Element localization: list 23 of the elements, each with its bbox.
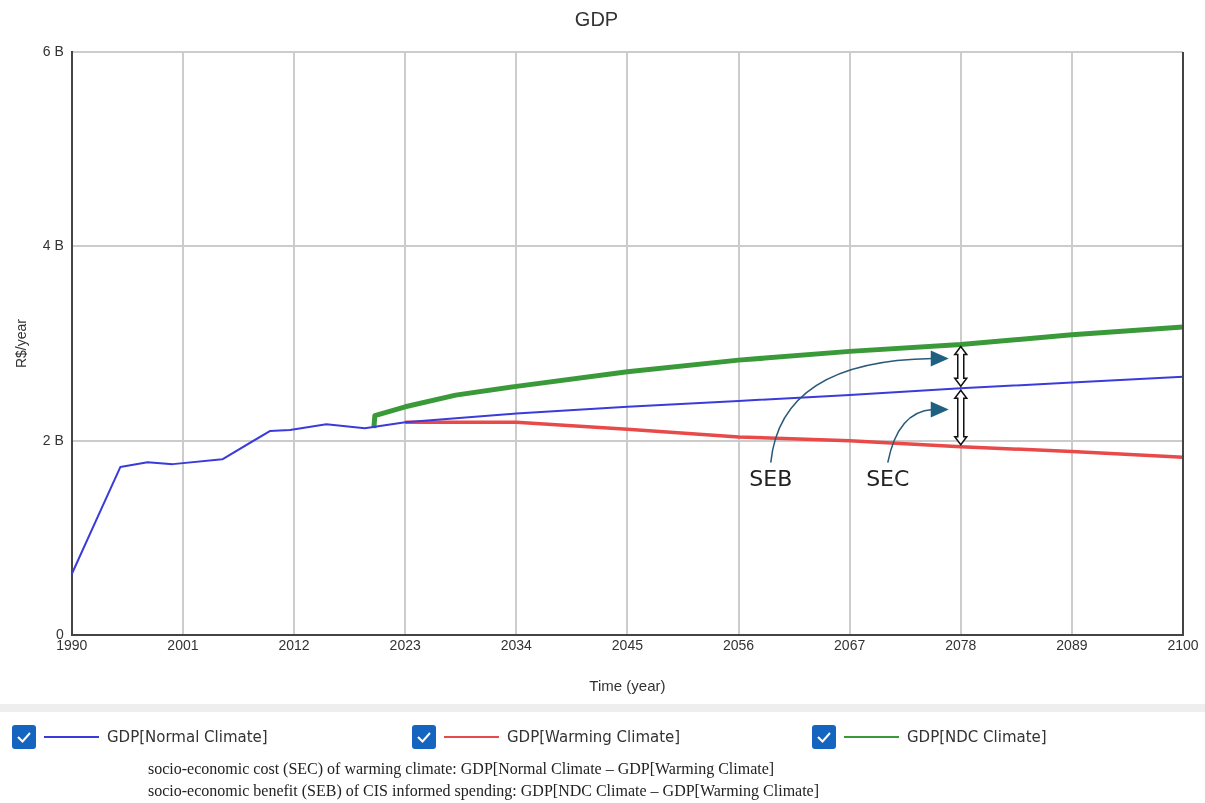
- legend-label: GDP[Warming Climate]: [507, 728, 681, 746]
- x-tick-label: 2034: [500, 637, 533, 654]
- legend-label: GDP[Normal Climate]: [107, 728, 268, 746]
- y-axis-title: R$/year: [13, 318, 30, 369]
- x-tick-label: 2089: [1056, 637, 1088, 654]
- x-tick-label: 2023: [389, 637, 421, 654]
- legend-label: GDP[NDC Climate]: [907, 728, 1047, 746]
- x-axis-title: Time (year): [589, 677, 666, 695]
- y-tick-label: 2 B: [42, 431, 64, 448]
- y-tick-label: 4 B: [42, 237, 64, 254]
- x-tick-label: 2078: [945, 637, 977, 654]
- x-tick-label: 2001: [167, 637, 199, 654]
- annotation: SEB: [749, 466, 793, 492]
- x-tick-label: 2100: [1167, 637, 1199, 654]
- text: socio-economic benefit (SEB) of CIS informed spending: GDP[NDC Climate – GDP[Warming Climate]: [148, 781, 820, 802]
- x-tick-label: 2056: [722, 637, 755, 654]
- x-tick-label: 2045: [611, 637, 644, 654]
- annotation: SEC: [866, 466, 910, 492]
- x-tick-label: 2012: [278, 637, 310, 654]
- chart-title: GDP: [574, 7, 619, 30]
- x-tick-label: 2067: [834, 637, 866, 654]
- text: socio-economic cost (SEC) of warming climate: GDP[Normal Climate – GDP[Warming Climate]: [148, 759, 776, 780]
- y-tick-label: 6 B: [42, 42, 64, 59]
